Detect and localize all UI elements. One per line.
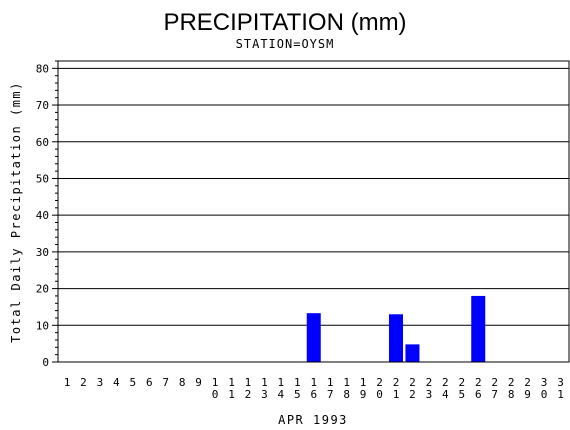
chart-title: PRECIPITATION (mm)	[163, 9, 406, 36]
y-tick-label: 0	[42, 356, 49, 369]
y-tick-label: 40	[36, 209, 49, 222]
y-tick-label: 60	[36, 136, 49, 149]
x-tick-label: 4	[113, 376, 120, 389]
y-tick-label: 80	[36, 62, 49, 75]
y-tick-label: 20	[36, 283, 49, 296]
y-axis: 0 10 20 30 40 50 60 70 80	[36, 60, 58, 369]
bars	[306, 295, 486, 362]
y-tick-label: 30	[36, 246, 49, 259]
y-axis-label: Total Daily Precipitation (mm)	[9, 81, 23, 343]
bar-day-16	[306, 313, 321, 362]
grid-lines	[58, 67, 569, 326]
y-tick-label: 70	[36, 99, 49, 112]
chart-subtitle: STATION=OYSM	[236, 37, 335, 51]
x-tick-label: 3	[97, 376, 104, 389]
plot-frame	[57, 60, 570, 363]
x-tick-label: 9	[195, 376, 202, 389]
x-tick-label: 1	[64, 376, 71, 389]
bar-day-21	[389, 314, 403, 362]
x-axis-label: APR 1993	[278, 413, 348, 427]
x-tick-label: 5	[129, 376, 136, 389]
x-tick-label: 7	[162, 376, 169, 389]
x-tick-label: 6	[146, 376, 153, 389]
x-axis: 1 2 3 4 5 6 7 8 9 1 01 11 21 31 41 51 61 71 81 92 02 12 22 32 42…	[64, 376, 564, 401]
bar-day-22	[405, 344, 420, 362]
bar-day-26	[471, 295, 486, 362]
x-tick-label: 2	[80, 376, 87, 389]
y-tick-label: 50	[36, 172, 49, 185]
x-tick-label: 8	[179, 376, 186, 389]
y-tick-label: 10	[36, 319, 49, 332]
